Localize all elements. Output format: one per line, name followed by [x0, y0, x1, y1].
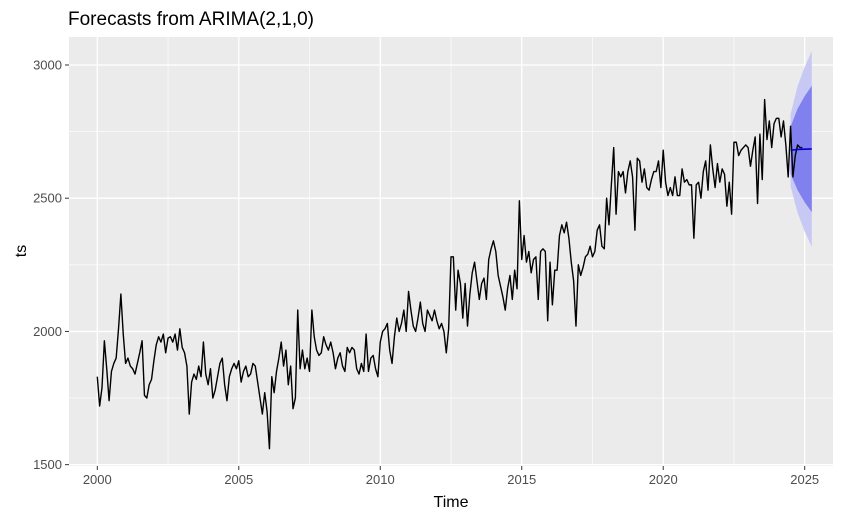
forecast-series-line — [790, 148, 812, 152]
y-axis: 1500 2000 2500 3000 — [33, 57, 69, 472]
x-tick-label: 2025 — [790, 472, 819, 487]
x-tick-label: 2010 — [366, 472, 395, 487]
x-axis: 2000 2005 2010 2015 2020 2025 — [83, 466, 819, 487]
y-tick-label: 1500 — [33, 457, 62, 472]
chart-title: Forecasts from ARIMA(2,1,0) — [68, 9, 314, 30]
x-tick-label: 2005 — [224, 472, 253, 487]
y-tick-label: 2000 — [33, 324, 62, 339]
x-axis-title: Time — [434, 494, 469, 511]
series-lines — [96, 98, 812, 450]
x-tick-label: 2015 — [507, 472, 536, 487]
y-tick-label: 3000 — [33, 57, 62, 72]
observed-series-line — [96, 98, 803, 450]
y-tick-label: 2500 — [33, 191, 62, 206]
x-tick-label: 2000 — [83, 472, 112, 487]
y-axis-title: ts — [13, 245, 30, 257]
grid-major — [69, 37, 833, 466]
grid-minor — [69, 37, 833, 466]
x-tick-label: 2020 — [649, 472, 678, 487]
